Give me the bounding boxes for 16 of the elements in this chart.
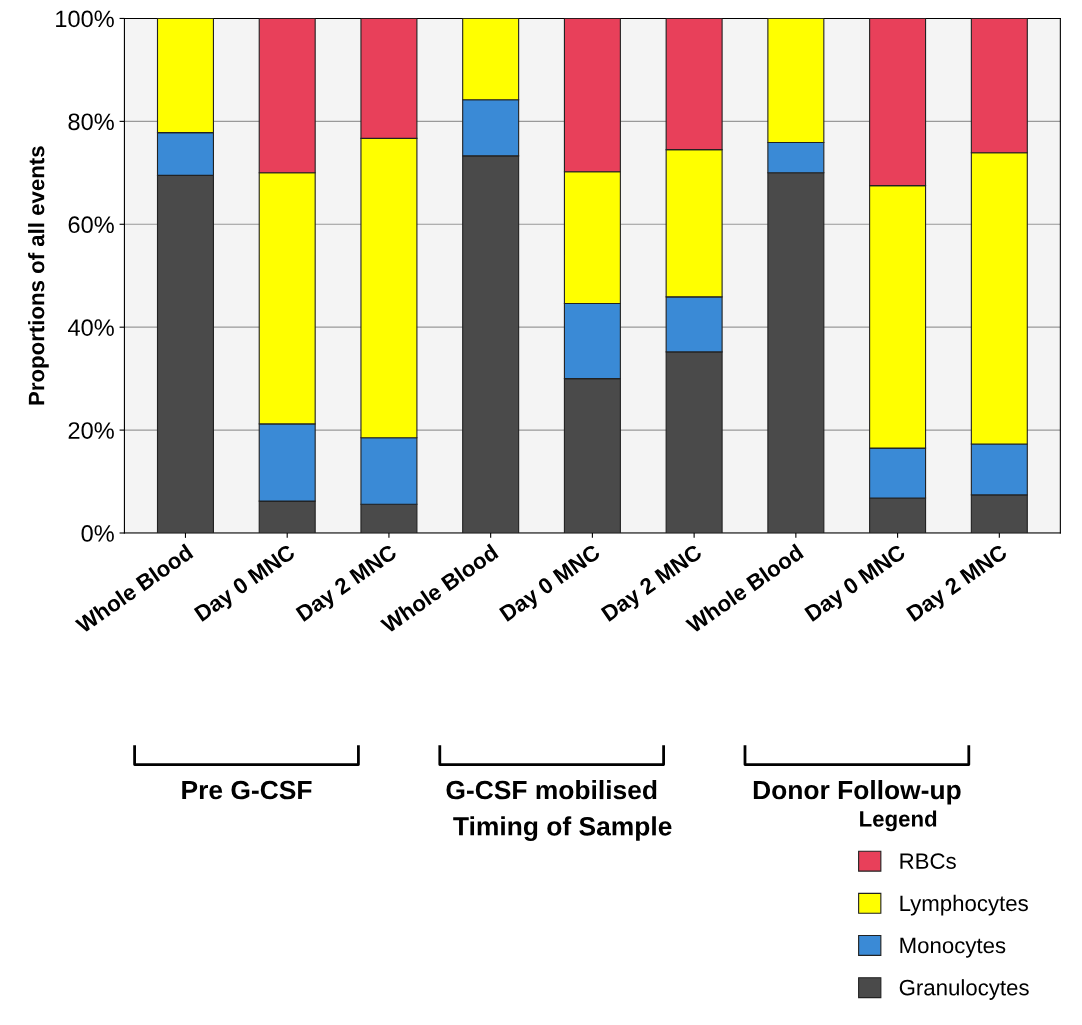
y-tick-label: 20% — [68, 422, 114, 439]
text: G-CSF mobilised — [446, 779, 657, 800]
legend-label: Granulocytes — [899, 979, 1029, 1000]
legend-label: RBCs — [900, 853, 956, 869]
y-tick-label: 60% — [68, 216, 114, 234]
y-tick-label: 0% — [81, 525, 114, 542]
y-tick-label: 100% — [56, 10, 114, 28]
legend-title: Legend — [860, 810, 937, 832]
text: Timing of Sample — [453, 816, 672, 841]
text: Pre G-CSF — [182, 780, 312, 800]
y-tick-label: 80% — [68, 113, 114, 131]
text: Donor Follow-up — [753, 779, 961, 805]
legend-label: Lymphocytes — [900, 894, 1028, 916]
legend-label: Monocytes — [900, 937, 1006, 958]
y-axis-title: Proportions of all events — [28, 146, 49, 405]
y-tick-label: 40% — [67, 319, 114, 336]
